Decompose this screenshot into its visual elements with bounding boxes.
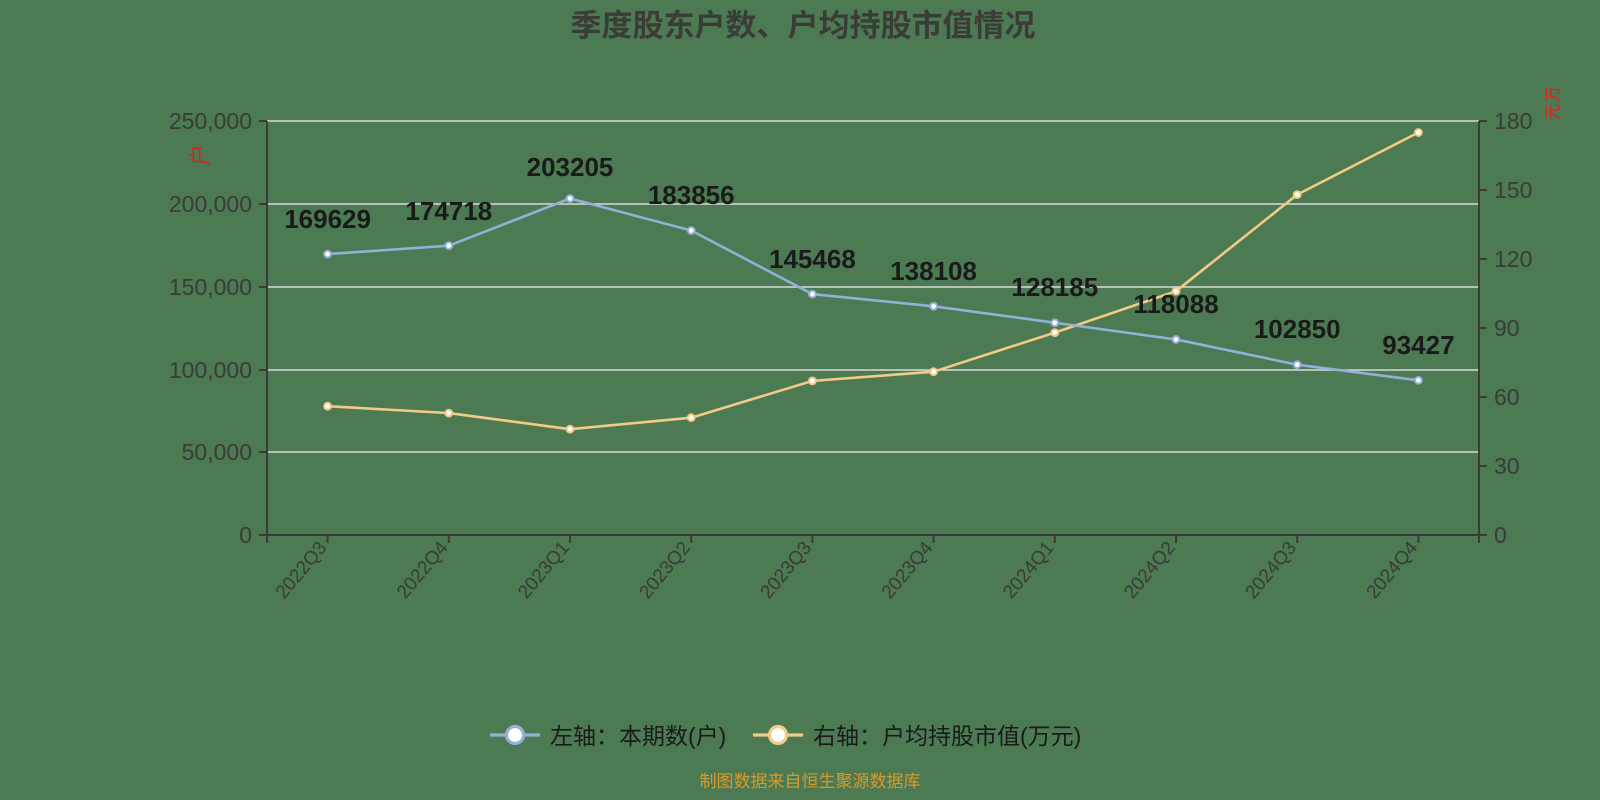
- svg-text:0: 0: [239, 522, 252, 548]
- svg-text:203205: 203205: [527, 152, 614, 182]
- svg-text:180: 180: [1494, 108, 1532, 134]
- svg-text:150: 150: [1494, 177, 1532, 203]
- svg-text:145468: 145468: [769, 244, 856, 274]
- svg-text:118088: 118088: [1133, 289, 1218, 319]
- svg-text:102850: 102850: [1254, 314, 1341, 344]
- svg-text:制图数据来自恒生聚源数据库: 制图数据来自恒生聚源数据库: [700, 772, 921, 791]
- svg-text:128185: 128185: [1011, 272, 1098, 302]
- svg-text:元: 元: [1545, 104, 1562, 120]
- svg-text:150,000: 150,000: [169, 274, 252, 300]
- svg-text:季度股东户数、户均持股市值情况: 季度股东户数、户均持股市值情况: [571, 8, 1036, 43]
- svg-text:60: 60: [1494, 384, 1520, 410]
- svg-text:万: 万: [1545, 86, 1562, 102]
- svg-text:90: 90: [1494, 315, 1520, 341]
- svg-text:200,000: 200,000: [169, 191, 252, 217]
- svg-text:93427: 93427: [1382, 330, 1454, 360]
- svg-text:左轴：本期数(户): 左轴：本期数(户): [550, 723, 726, 749]
- svg-text:0: 0: [1494, 522, 1507, 548]
- svg-text:138108: 138108: [890, 256, 977, 286]
- svg-text:30: 30: [1494, 453, 1520, 479]
- svg-text:120: 120: [1494, 246, 1532, 272]
- svg-text:250,000: 250,000: [169, 108, 252, 134]
- svg-text:183856: 183856: [648, 180, 735, 210]
- svg-text:右轴：户均持股市值(万元): 右轴：户均持股市值(万元): [813, 723, 1081, 749]
- svg-text:100,000: 100,000: [169, 357, 252, 383]
- svg-text:户: 户: [188, 144, 213, 166]
- svg-text:169629: 169629: [284, 204, 371, 234]
- svg-text:174718: 174718: [405, 196, 492, 226]
- svg-text:50,000: 50,000: [182, 439, 252, 465]
